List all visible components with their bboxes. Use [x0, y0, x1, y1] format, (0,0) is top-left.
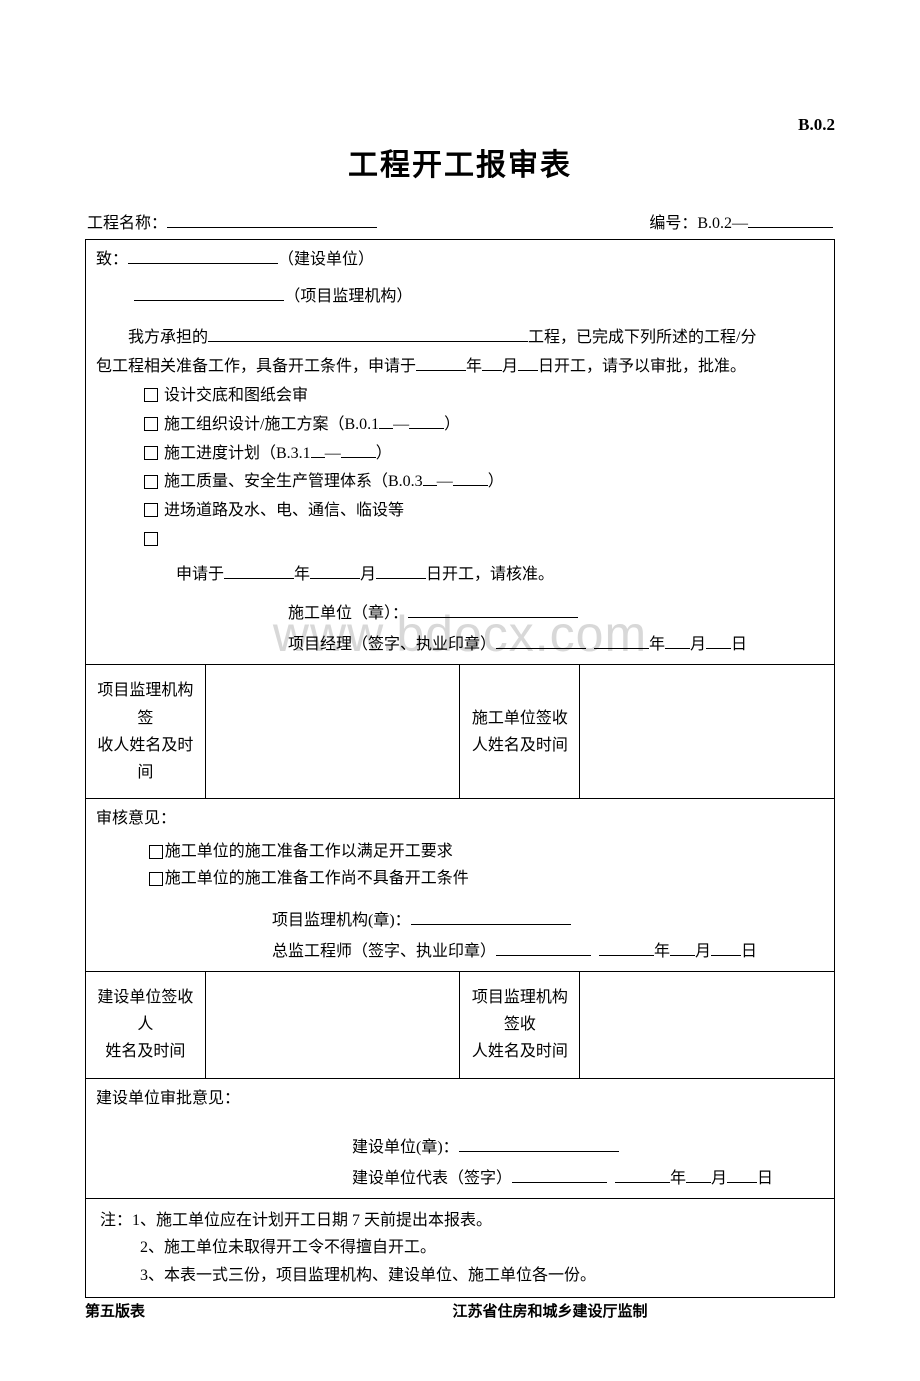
header-row: 工程名称： 编号：B.0.2— [85, 209, 835, 233]
note-2: 2、施工单位未取得开工令不得擅自开工。 [100, 1234, 820, 1261]
section-applicant: 致：（建设单位） （项目监理机构） 我方承担的工程，已完成下列所述的工程/分 包… [86, 240, 835, 665]
checkbox-item-5: 进场道路及水、电、通信、临设等 [96, 497, 824, 526]
checkbox-icon [144, 388, 158, 402]
supervisor-receiver-value-2 [580, 972, 835, 1079]
supervisor-line: （项目监理机构） [96, 283, 824, 310]
declaration-paragraph: 我方承担的工程，已完成下列所述的工程/分 包工程相关准备工作，具备开工条件，申请… [96, 324, 824, 382]
checkbox-item-2: 施工组织设计/施工方案（B.0.1—） [96, 411, 824, 440]
chief-engineer-line: 总监工程师（签字、执业印章） 年月日 [96, 938, 824, 965]
checkbox-icon [144, 475, 158, 489]
to-line: 致：（建设单位） [96, 246, 824, 273]
checkbox-icon [149, 872, 163, 886]
contractor-stamp-line: 施工单位（章）： [96, 600, 824, 627]
receipt-row-1: 项目监理机构签收人姓名及时间 施工单位签收人姓名及时间 [86, 665, 835, 799]
review-title: 审核意见： [96, 805, 824, 832]
receipt-row-2: 建设单位签收人姓名及时间 项目监理机构签收人姓名及时间 [86, 972, 835, 1079]
section-notes: 注：1、施工单位应在计划开工日期 7 天前提出本报表。 2、施工单位未取得开工令… [86, 1199, 835, 1298]
checkbox-icon [149, 845, 163, 859]
contractor-receiver-value [580, 665, 835, 799]
owner-rep-line: 建设单位代表（签字） 年月日 [96, 1165, 824, 1192]
checkbox-icon [144, 446, 158, 460]
supervisor-receiver-label-2: 项目监理机构签收人姓名及时间 [460, 972, 580, 1079]
serial-label: 编号：B.0.2— [649, 209, 833, 233]
checkbox-item-3: 施工进度计划（B.3.1—） [96, 440, 824, 469]
note-1: 注：1、施工单位应在计划开工日期 7 天前提出本报表。 [100, 1207, 820, 1234]
footer-version: 第五版表 [85, 1300, 145, 1321]
pm-signature-line: 项目经理（签字、执业印章） 年月日 [96, 631, 824, 658]
review-option-1: 施工单位的施工准备工作以满足开工要求 [96, 838, 824, 865]
contractor-receiver-label: 施工单位签收人姓名及时间 [460, 665, 580, 799]
form-code: B.0.2 [798, 115, 835, 135]
checkbox-icon [144, 503, 158, 517]
footer: 第五版表 江苏省住房和城乡建设厅监制 [85, 1300, 835, 1321]
review-option-2: 施工单位的施工准备工作尚不具备开工条件 [96, 865, 824, 892]
checkbox-icon [144, 417, 158, 431]
main-form-table: 致：（建设单位） （项目监理机构） 我方承担的工程，已完成下列所述的工程/分 包… [85, 239, 835, 1298]
note-3: 3、本表一式三份，项目监理机构、建设单位、施工单位各一份。 [100, 1262, 820, 1289]
checkbox-icon [144, 532, 158, 546]
owner-stamp-line: 建设单位(章)： [96, 1134, 824, 1161]
section-approval: 建设单位审批意见： 建设单位(章)： 建设单位代表（签字） 年月日 [86, 1078, 835, 1199]
checkbox-item-1: 设计交底和图纸会审 [96, 382, 824, 411]
supervisor-receiver-label: 项目监理机构签收人姓名及时间 [86, 665, 206, 799]
request-line: 申请于年月日开工，请核准。 [96, 561, 824, 588]
project-name-label: 工程名称： [87, 209, 377, 233]
page-container: B.0.2 工程开工报审表 工程名称： 编号：B.0.2— 致：（建设单位） （… [0, 0, 920, 1381]
owner-receiver-value [205, 972, 460, 1079]
approval-title: 建设单位审批意见： [96, 1085, 824, 1112]
owner-receiver-label: 建设单位签收人姓名及时间 [86, 972, 206, 1079]
supervisor-receiver-value [205, 665, 460, 799]
checkbox-item-6 [96, 526, 824, 555]
footer-authority: 江苏省住房和城乡建设厅监制 [145, 1300, 835, 1321]
section-review: 审核意见： 施工单位的施工准备工作以满足开工要求 施工单位的施工准备工作尚不具备… [86, 799, 835, 972]
checkbox-item-4: 施工质量、安全生产管理体系（B.0.3—） [96, 468, 824, 497]
document-title: 工程开工报审表 [85, 140, 835, 184]
supervisor-stamp-line: 项目监理机构(章)： [96, 907, 824, 934]
